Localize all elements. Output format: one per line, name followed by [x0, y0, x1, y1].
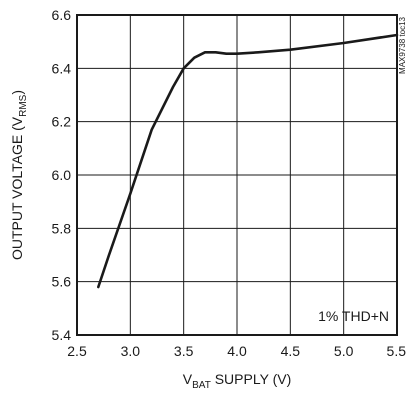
x-tick-label: 5.0 [334, 343, 354, 359]
y-axis-title: OUTPUT VOLTAGE (VRMS) [9, 90, 29, 260]
x-axis-title-rest: SUPPLY (V) [211, 371, 291, 387]
y-tick-label: 6.2 [52, 114, 72, 130]
y-axis-title-base: OUTPUT VOLTAGE (V [9, 116, 25, 260]
annotation-label: 1% THD+N [318, 308, 389, 324]
grid [77, 15, 397, 335]
x-tick-label: 4.0 [227, 343, 247, 359]
y-tick-label: 5.6 [52, 274, 72, 290]
x-axis-title-base: V [183, 371, 193, 387]
y-tick-label: 6.0 [52, 167, 72, 183]
y-tick-label: 6.6 [52, 7, 72, 23]
y-tick-labels: 5.4 5.6 5.8 6.0 6.2 6.4 6.6 [52, 7, 72, 343]
figure-code: MAX9738 toc13 [398, 16, 407, 73]
x-tick-label: 3.5 [174, 343, 194, 359]
plot-frame [76, 14, 398, 336]
series-line [97, 33, 399, 289]
x-tick-label: 4.5 [281, 343, 301, 359]
x-tick-label: 3.0 [121, 343, 141, 359]
y-tick-label: 5.4 [52, 327, 72, 343]
x-tick-label: 5.5 [387, 343, 407, 359]
y-axis-title-subscript: RMS [18, 94, 29, 117]
x-tick-label: 2.5 [67, 343, 87, 359]
x-tick-labels: 2.5 3.0 3.5 4.0 4.5 5.0 5.5 [67, 343, 406, 359]
y-axis-title-rest: ) [9, 90, 25, 95]
y-tick-label: 5.8 [52, 220, 72, 236]
y-tick-label: 6.4 [52, 60, 72, 76]
x-axis-title: VBAT SUPPLY (V) [183, 371, 291, 391]
x-axis-title-subscript: BAT [192, 380, 211, 391]
